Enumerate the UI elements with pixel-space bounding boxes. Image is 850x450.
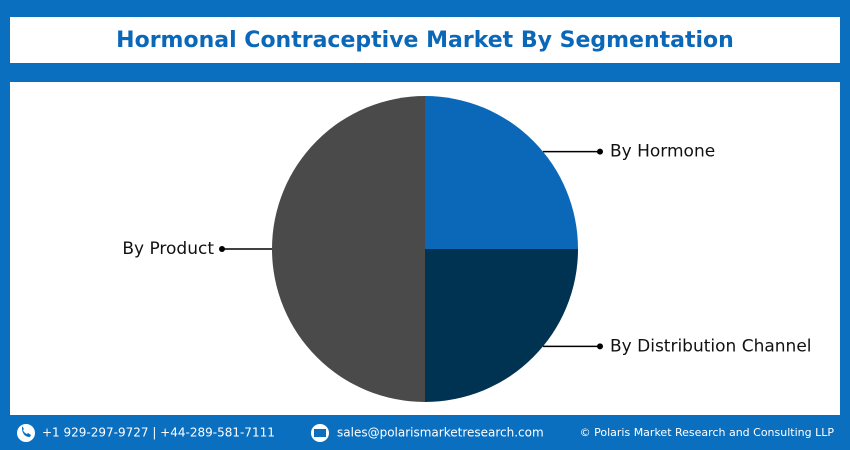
- footer-copyright: © Polaris Market Research and Consulting…: [580, 426, 835, 439]
- slice-label: By Hormone: [610, 142, 715, 162]
- chart-title: Hormonal Contraceptive Market By Segment…: [116, 28, 734, 53]
- phone-glyph: [22, 426, 31, 437]
- slice-label: By Distribution Channel: [610, 336, 812, 356]
- slice-label: By Product: [122, 239, 214, 259]
- title-box: [10, 17, 840, 63]
- leader-dot: [219, 246, 225, 252]
- pie-slice: [425, 249, 578, 402]
- leader-dot: [597, 343, 603, 350]
- phone-icon: [17, 424, 35, 442]
- email-glyph: [314, 429, 326, 437]
- pie-slice: [425, 96, 578, 249]
- footer-email: sales@polarismarketresearch.com: [337, 426, 544, 440]
- pie-slice: [272, 96, 425, 402]
- leader-dot: [597, 148, 603, 155]
- footer-phone: +1 929-297-9727 | +44-289-581-7111: [42, 426, 275, 440]
- footer: +1 929-297-9727 | +44-289-581-7111 sales…: [17, 424, 834, 442]
